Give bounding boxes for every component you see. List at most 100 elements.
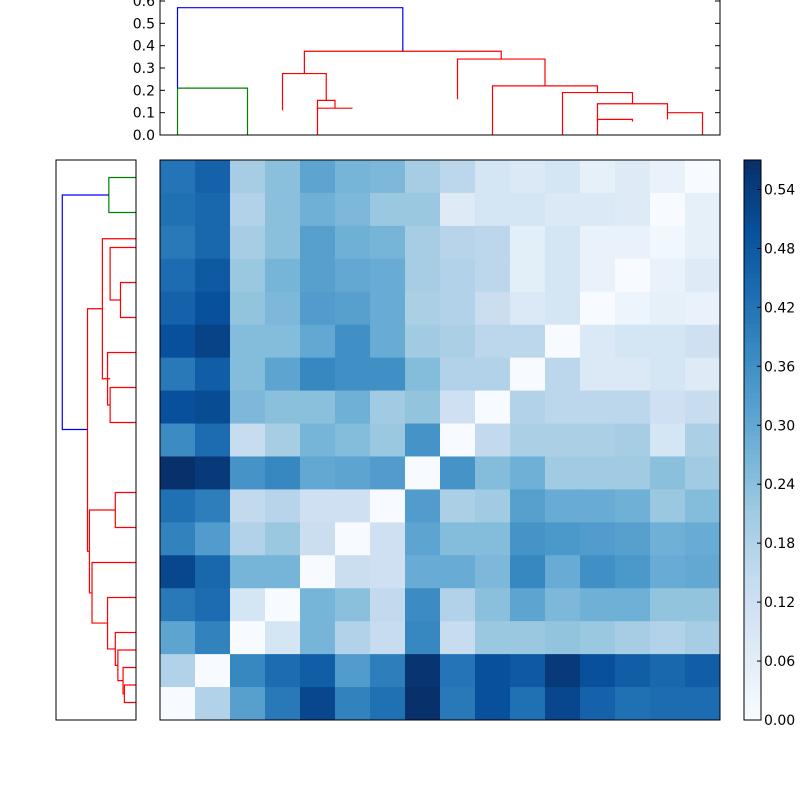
colorbar-segment xyxy=(744,281,761,287)
colorbar-segment xyxy=(744,678,761,684)
colorbar-tick-label: 0.30 xyxy=(764,418,795,434)
heatmap-cell xyxy=(265,555,301,589)
colorbar-segment xyxy=(744,435,761,441)
heatmap-cell xyxy=(650,621,686,655)
heatmap-cell xyxy=(335,225,371,260)
colorbar-segment xyxy=(744,706,761,712)
top-dendrogram-link-11 xyxy=(176,7,404,89)
heatmap-cell xyxy=(440,456,476,490)
left-dendrogram-link-2 xyxy=(122,666,136,695)
heatmap-cell xyxy=(160,258,196,293)
heatmap-cell xyxy=(545,192,581,227)
colorbar-segment xyxy=(744,276,761,282)
heatmap-cell xyxy=(370,423,406,457)
heatmap-cell xyxy=(405,357,441,392)
heatmap-cell xyxy=(300,621,336,655)
heatmap-cell xyxy=(615,357,651,392)
heatmap-cell xyxy=(580,291,616,326)
heatmap-cell xyxy=(440,588,476,622)
colorbar-segment xyxy=(744,412,761,418)
heatmap-cell xyxy=(370,192,406,227)
heatmap-cell xyxy=(230,291,266,326)
colorbar-segment xyxy=(744,328,761,334)
heatmap-cell xyxy=(615,555,651,589)
heatmap-cell xyxy=(160,522,196,556)
colorbar-segment xyxy=(744,617,761,623)
heatmap-cell xyxy=(545,324,581,359)
heatmap-cell xyxy=(160,160,196,194)
colorbar-segment xyxy=(744,664,761,670)
heatmap-cell xyxy=(370,654,406,688)
colorbar-segment xyxy=(744,169,761,175)
heatmap-cell xyxy=(195,555,231,589)
top-dendrogram-ytick-label: 0.0 xyxy=(133,128,155,144)
heatmap-cell xyxy=(510,357,546,392)
top-dendrogram-link-5 xyxy=(491,85,599,135)
left-dendrogram-link-6 xyxy=(91,561,136,624)
heatmap-cell xyxy=(475,555,511,589)
heatmap-cell xyxy=(300,160,336,194)
heatmap-cell xyxy=(510,522,546,556)
heatmap-cell xyxy=(685,390,721,425)
heatmap-cell xyxy=(685,489,721,523)
heatmap-cell xyxy=(370,522,406,556)
heatmap-cell xyxy=(510,160,546,194)
colorbar-segment xyxy=(744,570,761,576)
heatmap-cell xyxy=(230,225,266,260)
top-dendrogram-link-4 xyxy=(561,91,634,135)
colorbar-segment xyxy=(744,589,761,595)
heatmap-cell xyxy=(230,456,266,490)
colorbar-segment xyxy=(744,454,761,460)
heatmap-cell xyxy=(475,258,511,293)
colorbar-segment xyxy=(744,458,761,464)
colorbar-segment xyxy=(744,351,761,357)
heatmap-cell xyxy=(685,456,721,490)
heatmap-cell xyxy=(580,621,616,655)
heatmap-cell xyxy=(615,390,651,425)
colorbar-segment xyxy=(744,519,761,525)
heatmap-cell xyxy=(580,687,616,721)
heatmap-cell xyxy=(545,522,581,556)
heatmap-cell xyxy=(475,192,511,227)
heatmap-cell xyxy=(230,357,266,392)
heatmap-cell xyxy=(195,489,231,523)
heatmap-cell xyxy=(370,324,406,359)
heatmap-cell xyxy=(405,489,441,523)
colorbar-segment xyxy=(744,650,761,656)
heatmap-cell xyxy=(650,654,686,688)
heatmap-cell xyxy=(230,423,266,457)
colorbar-segment xyxy=(744,528,761,534)
colorbar-segment xyxy=(744,645,761,651)
heatmap-cell xyxy=(440,160,476,194)
colorbar-tick-label: 0.42 xyxy=(764,300,795,316)
heatmap-cell xyxy=(510,456,546,490)
colorbar-segment xyxy=(744,370,761,376)
heatmap-cell xyxy=(335,160,371,194)
top-dendrogram: 0.0 0.1 0.2 0.3 0.4 0.5 0.6 xyxy=(133,0,721,144)
heatmap-cell xyxy=(300,258,336,293)
heatmap-cell xyxy=(405,423,441,457)
heatmap-cell xyxy=(510,324,546,359)
heatmap-cell xyxy=(405,621,441,655)
heatmap-cell xyxy=(440,489,476,523)
heatmap-cell xyxy=(370,225,406,260)
left-dendrogram-link-15 xyxy=(61,194,109,431)
colorbar-segment xyxy=(744,692,761,698)
colorbar-segment xyxy=(744,304,761,310)
heatmap-cell xyxy=(545,291,581,326)
heatmap-cell xyxy=(510,291,546,326)
colorbar-tick-label: 0.54 xyxy=(764,182,795,198)
heatmap-cell xyxy=(650,687,686,721)
heatmap-cell xyxy=(160,555,196,589)
heatmap-cell xyxy=(650,522,686,556)
heatmap-cell xyxy=(300,192,336,227)
colorbar-segment xyxy=(744,514,761,520)
heatmap-frame xyxy=(159,159,721,721)
heatmap-cell xyxy=(370,621,406,655)
heatmap-cell xyxy=(685,555,721,589)
heatmap-cell xyxy=(545,357,581,392)
heatmap-cell xyxy=(160,357,196,392)
heatmap-cell xyxy=(650,555,686,589)
colorbar-segment xyxy=(744,561,761,567)
top-dendrogram-link-2 xyxy=(596,118,634,135)
